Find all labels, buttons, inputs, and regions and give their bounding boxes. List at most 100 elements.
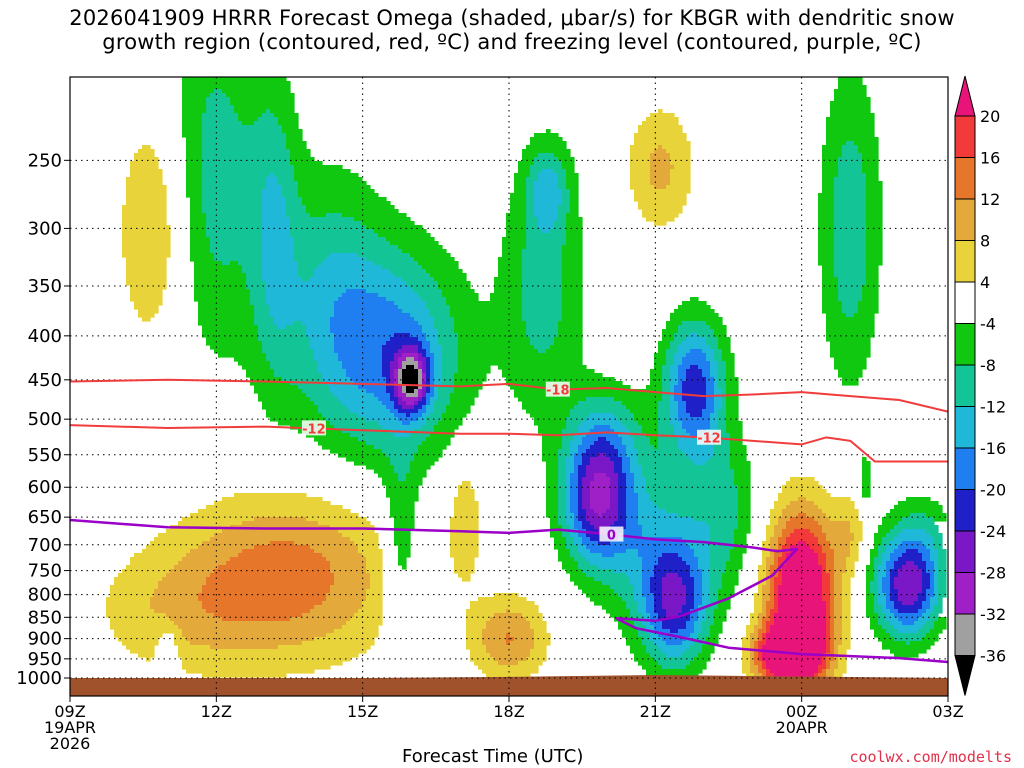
omega-cell-run [558, 549, 571, 554]
omega-cell-run [522, 265, 563, 270]
omega-cell-run [186, 193, 203, 198]
omega-cell-run [498, 273, 523, 278]
omega-cell-run [526, 209, 535, 214]
omega-cell-run [878, 597, 887, 602]
omega-cell-run [886, 613, 895, 618]
omega-cell-run [386, 385, 395, 390]
omega-cell-run [366, 465, 395, 470]
omega-cell-run [862, 169, 879, 174]
omega-cell-run [430, 413, 443, 418]
omega-cell-run [562, 301, 583, 306]
omega-cell-run [442, 289, 475, 294]
omega-cell-run [830, 609, 835, 614]
omega-cell-run [702, 625, 711, 630]
omega-cell-run [306, 209, 399, 214]
omega-cell-run [738, 509, 751, 514]
omega-cell-run [206, 609, 311, 614]
omega-cell-run [198, 509, 351, 514]
omega-cell-run [678, 445, 715, 450]
omega-cell-run [130, 561, 179, 566]
omega-cell-run [738, 521, 751, 526]
omega-cell-run [294, 321, 303, 326]
omega-cell-run [438, 393, 451, 398]
omega-cell-run [122, 213, 167, 218]
omega-cell-run [398, 381, 403, 386]
omega-cell-run [938, 585, 947, 590]
omega-cell-run [398, 361, 403, 366]
omega-cell-run [278, 117, 299, 122]
omega-cell-run [122, 229, 171, 234]
omega-cell-run [582, 537, 591, 542]
omega-cell-run [286, 209, 307, 214]
omega-cell-run [918, 597, 927, 602]
x-tick-label: 00Z [786, 702, 817, 721]
omega-cell-run [382, 357, 395, 362]
omega-cell-run [358, 549, 383, 554]
omega-cell-run [638, 601, 647, 606]
omega-cell-run [766, 581, 771, 586]
omega-cell-run [882, 585, 891, 590]
omega-cell-run [670, 413, 679, 418]
omega-cell-run [710, 561, 727, 566]
omega-cell-run [838, 165, 863, 170]
omega-cell-run [514, 185, 527, 190]
colorbar-swatch [954, 157, 976, 200]
omega-cell-run [826, 649, 831, 654]
omega-cell-run [294, 245, 399, 250]
omega-cell-run [710, 537, 735, 542]
omega-cell-run [662, 337, 675, 342]
omega-cell-run [686, 337, 707, 342]
omega-cell-run [670, 405, 679, 410]
omega-cell-run [834, 225, 867, 230]
omega-cell-run [822, 289, 839, 294]
omega-cell-run [334, 349, 383, 354]
omega-cell-run [878, 581, 883, 586]
omega-cell-run [322, 553, 363, 558]
omega-cell-run [894, 637, 923, 642]
omega-cell-run [662, 393, 671, 398]
omega-cell-run [386, 377, 391, 382]
omega-cell-run [382, 361, 391, 366]
omega-cell-run [438, 333, 459, 338]
omega-cell-run [706, 357, 715, 362]
omega-cell-run [262, 237, 295, 242]
omega-cell-run [390, 409, 399, 414]
omega-cell-run [770, 593, 775, 598]
omega-cell-run [758, 653, 763, 658]
omega-cell-run [510, 197, 527, 202]
omega-cell-run [266, 109, 271, 114]
omega-cell-run [558, 513, 567, 518]
omega-cell-run [790, 517, 815, 522]
omega-cell-run [578, 401, 623, 406]
omega-cell-run [854, 313, 875, 318]
omega-cell-run [190, 197, 203, 202]
omega-cell-run [766, 601, 775, 606]
omega-cell-run [418, 357, 427, 362]
omega-cell-run [558, 553, 571, 558]
omega-cell-run [866, 209, 883, 214]
omega-cell-run [558, 517, 567, 522]
omega-cell-run [422, 369, 427, 374]
omega-cell-run [758, 645, 763, 650]
omega-cell-run [258, 329, 307, 334]
omega-cell-run [486, 673, 531, 678]
omega-cell-run [922, 557, 931, 562]
omega-cell-run [610, 477, 619, 482]
colorbar-label: -4 [980, 315, 996, 334]
omega-cell-run [174, 633, 183, 638]
omega-cell-run [426, 305, 451, 310]
omega-cell-run [258, 337, 311, 342]
omega-cell-run [822, 545, 831, 550]
omega-cell-run [422, 345, 431, 350]
omega-cell-run [458, 349, 539, 354]
omega-cell-run [630, 469, 643, 474]
omega-cell-run [310, 345, 335, 350]
omega-cell-run [594, 473, 607, 478]
omega-cell-run [862, 457, 867, 462]
colorbar-label: -32 [980, 605, 1006, 624]
omega-cell-run [562, 273, 583, 278]
omega-cell-run [554, 169, 567, 174]
omega-cell-run [466, 641, 483, 646]
omega-cell-run [246, 373, 275, 378]
omega-cell-run [418, 401, 427, 406]
